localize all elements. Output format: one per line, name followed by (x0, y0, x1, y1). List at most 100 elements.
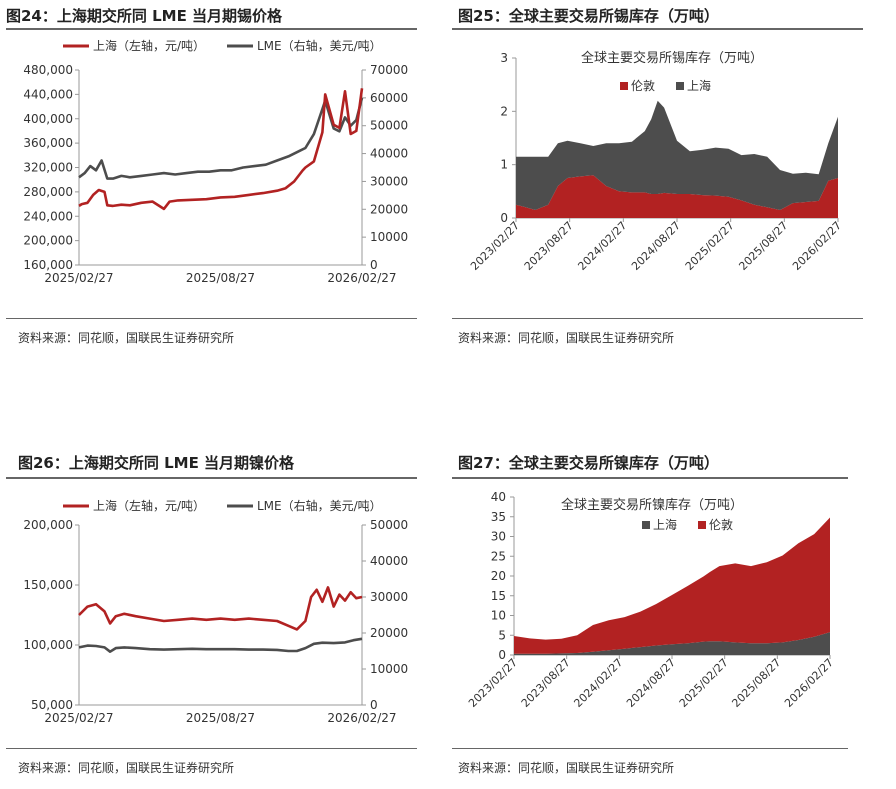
x-tick: 2025/02/27 (683, 219, 737, 273)
bottom-rule-24 (6, 318, 417, 319)
area-london (514, 517, 830, 654)
y-tick-left: 440,000 (23, 87, 73, 101)
area-shanghai (516, 100, 838, 210)
inner-chart-title: 全球主要交易所镍库存（万吨） (561, 497, 743, 513)
legend-label: 上海 (653, 517, 677, 532)
y-tick-right: 10000 (370, 230, 408, 244)
area-shanghai (514, 632, 830, 655)
title-rule-25 (452, 28, 863, 30)
source-note-26: 资料来源：同花顺，国联民生证券研究所 (18, 761, 235, 775)
y-tick-right: 0 (370, 258, 378, 272)
legend-label: 伦敦 (631, 78, 655, 93)
y-tick-left: 360,000 (23, 136, 73, 150)
x-tick: 2025/08/27 (729, 656, 783, 710)
chart-nickel-inventory: 05101520253035402023/02/272023/08/272024… (466, 490, 836, 710)
legend-label: LME（右轴，美元/吨） (257, 498, 382, 513)
y-tick-left: 480,000 (23, 63, 73, 77)
y-tick: 2 (500, 104, 508, 118)
y-tick: 20 (491, 569, 506, 583)
y-tick: 15 (491, 589, 506, 603)
y-tick-left: 200,000 (23, 234, 73, 248)
y-tick-right: 60000 (370, 91, 408, 105)
y-tick: 25 (491, 549, 506, 563)
source-note-27: 资料来源：同花顺，国联民生证券研究所 (458, 761, 675, 775)
chart-tin-inventory: 0 1 2 3 2023/02/27 2023/08/27 2024/02/27 2024/0… (468, 50, 844, 273)
chart-title-27: 图27：全球主要交易所镍库存（万吨） (458, 454, 719, 472)
y-tick-right: 40000 (370, 147, 408, 161)
series-line-shanghai (78, 88, 364, 211)
legend-swatch (698, 521, 706, 529)
x-tick: 2025/02/27 (677, 656, 731, 710)
y-tick: 40 (491, 490, 506, 504)
y-tick-right: 50000 (370, 518, 408, 532)
y-tick: 5 (498, 628, 506, 642)
y-tick-left: 160,000 (23, 258, 73, 272)
y-tick-left: 320,000 (23, 161, 73, 175)
y-tick: 0 (500, 211, 508, 225)
y-tick: 1 (500, 158, 508, 172)
x-tick: 2026/02/27 (782, 656, 836, 710)
title-rule-27 (452, 477, 848, 479)
y-tick-left: 50,000 (31, 698, 73, 712)
x-tick: 2023/08/27 (519, 656, 573, 710)
x-tick: 2025/08/27 (186, 711, 255, 725)
y-tick-right: 30000 (370, 174, 408, 188)
legend-swatch (620, 82, 628, 90)
x-tick: 2024/08/27 (629, 219, 683, 273)
x-tick: 2024/02/27 (575, 219, 629, 273)
legend-label: 上海 (687, 78, 711, 93)
x-tick: 2024/08/27 (624, 656, 678, 710)
inner-chart-title: 全球主要交易所锡库存（万吨） (581, 50, 763, 66)
chart-title-24: 图24：上海期交所同 LME 当月期锡价格 (6, 7, 283, 25)
legend-swatch (642, 521, 650, 529)
series-line-lme (78, 637, 363, 653)
y-tick-left: 150,000 (23, 578, 73, 592)
x-tick: 2025/02/27 (44, 711, 113, 725)
y-tick: 10 (491, 609, 506, 623)
y-tick-right: 20000 (370, 626, 408, 640)
y-tick: 0 (498, 648, 506, 662)
x-tick: 2025/08/27 (186, 271, 255, 285)
y-tick-right: 10000 (370, 662, 408, 676)
y-tick: 30 (491, 530, 506, 544)
source-note-24: 资料来源：同花顺，国联民生证券研究所 (18, 331, 235, 345)
x-tick: 2023/02/27 (466, 656, 520, 710)
legend-label: LME（右轴，美元/吨） (257, 38, 382, 53)
y-tick-right: 0 (370, 698, 378, 712)
legend-label: 上海（左轴，元/吨） (93, 498, 205, 513)
chart-title-25: 图25：全球主要交易所锡库存（万吨） (458, 7, 719, 25)
y-tick-right: 50000 (370, 119, 408, 133)
y-tick-left: 200,000 (23, 518, 73, 532)
x-tick: 2023/08/27 (522, 219, 576, 273)
y-tick: 3 (500, 51, 508, 65)
x-tick: 2026/02/27 (327, 271, 396, 285)
y-tick-left: 400,000 (23, 112, 73, 126)
y-tick-left: 280,000 (23, 185, 73, 199)
chart-sh-lme-nickel: 50,000 100,000 150,000 200,000 0 10000 20000 30… (23, 498, 408, 725)
y-tick-right: 20000 (370, 202, 408, 216)
title-rule-26 (6, 477, 417, 479)
x-tick: 2025/02/27 (44, 271, 113, 285)
x-tick: 2026/02/27 (790, 219, 844, 273)
bottom-rule-27 (452, 748, 848, 749)
y-tick-right: 70000 (370, 63, 408, 77)
y-tick-left: 100,000 (23, 638, 73, 652)
series-line-shanghai (78, 586, 363, 631)
x-tick: 2026/02/27 (327, 711, 396, 725)
legend-label: 伦敦 (709, 517, 733, 532)
bottom-rule-25 (452, 318, 863, 319)
y-tick-left: 240,000 (23, 209, 73, 223)
bottom-rule-26 (6, 748, 417, 749)
x-tick: 2023/02/27 (468, 219, 522, 273)
y-tick-right: 30000 (370, 590, 408, 604)
chart-sn-lme-tin: 160,000 200,000 240,000 280,000 320,000 360,0… (23, 38, 408, 285)
series-line-lme (78, 97, 364, 180)
legend-swatch (676, 82, 684, 90)
source-note-25: 资料来源：同花顺，国联民生证券研究所 (458, 331, 675, 345)
legend-label: 上海（左轴，元/吨） (93, 38, 205, 53)
y-tick-right: 40000 (370, 554, 408, 568)
chart-title-26: 图26：上海期交所同 LME 当月期镍价格 (18, 454, 295, 472)
title-rule-24 (6, 28, 417, 30)
area-london (516, 175, 838, 218)
x-tick: 2025/08/27 (736, 219, 790, 273)
